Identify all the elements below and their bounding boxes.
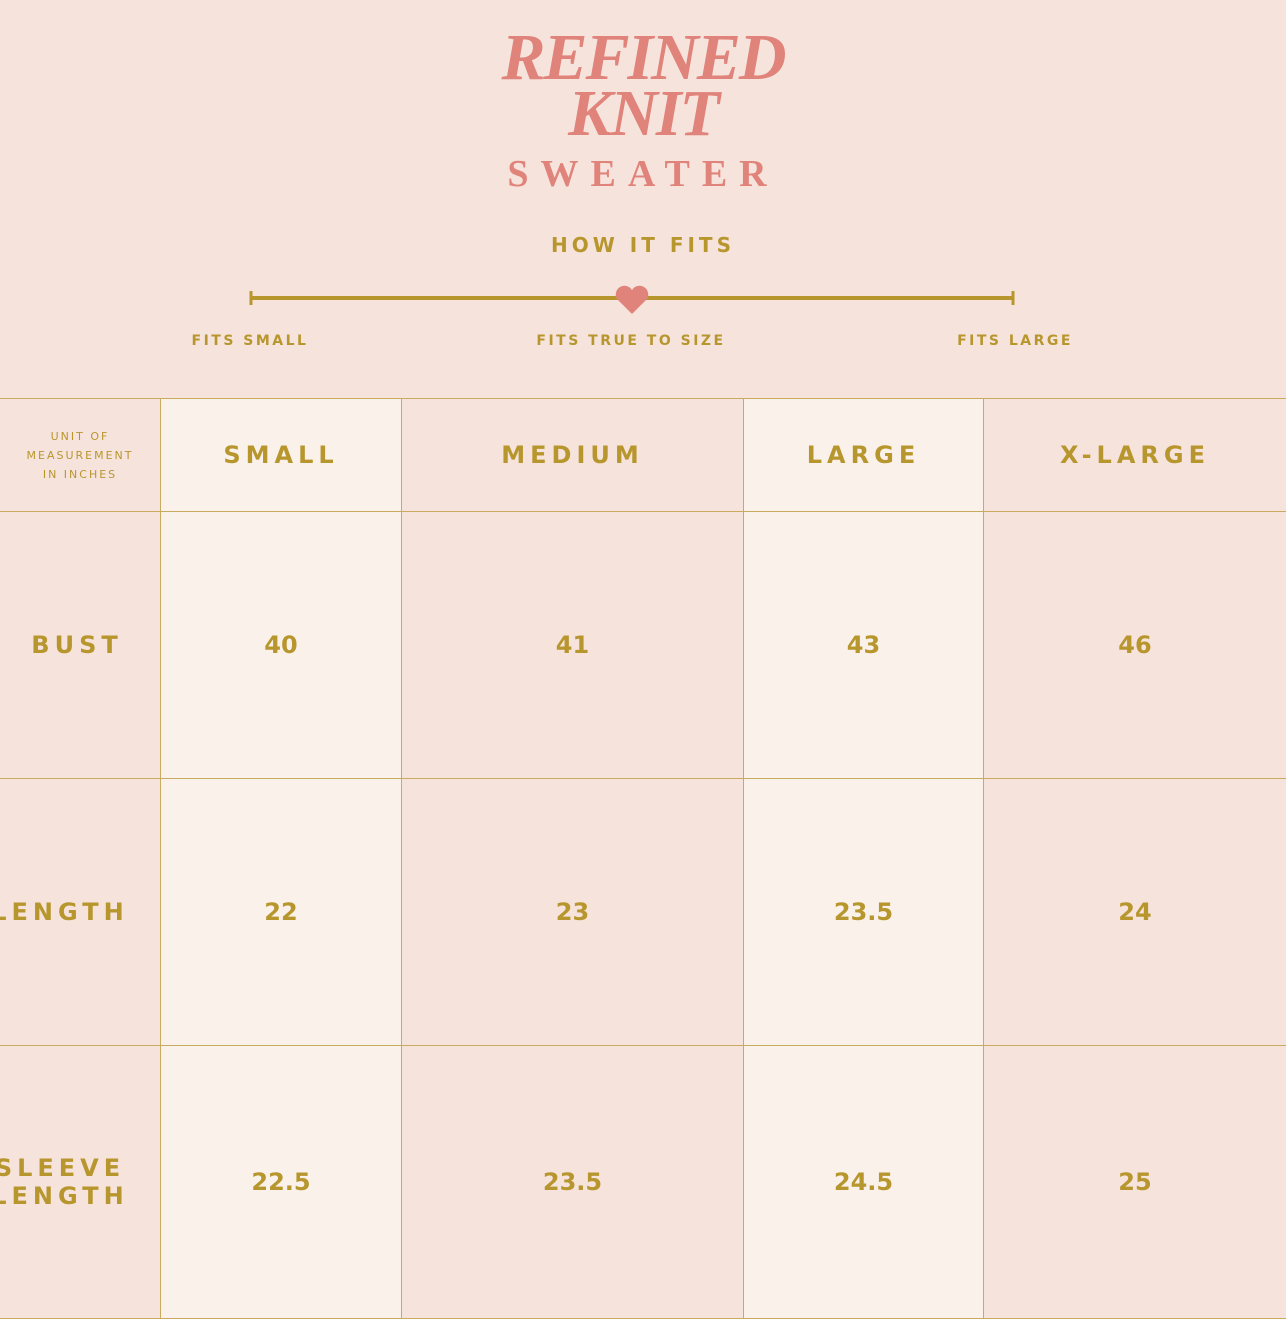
row-label: BUST	[31, 631, 123, 659]
value-cell: 23.5	[402, 1046, 744, 1319]
column-header: MEDIUM	[402, 399, 744, 512]
fit-label: FITS TRUE TO SIZE	[536, 333, 726, 349]
size-table: UNIT OF MEASUREMENT IN INCHES SMALL MEDIUM LA…	[0, 398, 1286, 1319]
column-header: X-LARGE	[984, 399, 1286, 512]
value-cell: 40	[161, 512, 402, 779]
row-label: SLEEVE	[0, 1154, 126, 1182]
value-cell: 23.5	[744, 779, 984, 1046]
row-label: LENGTH	[0, 1182, 129, 1210]
subtitle: SWEATER	[507, 153, 779, 195]
fit-label: FITS LARGE	[957, 333, 1073, 349]
value-cell: 23	[402, 779, 744, 1046]
unit-cell: UNIT OF MEASUREMENT IN INCHES	[0, 399, 161, 512]
value-cell: 25	[984, 1046, 1286, 1319]
fit-label: FITS SMALL	[191, 333, 309, 349]
value-cell: 22	[161, 779, 402, 1046]
column-header: SMALL	[161, 399, 402, 512]
value-cell: 24	[984, 779, 1286, 1046]
value-cell: 24.5	[744, 1046, 984, 1319]
row-label-cell: BUST	[0, 512, 161, 779]
column-header: LARGE	[744, 399, 984, 512]
value-cell: 46	[984, 512, 1286, 779]
row-label: LENGTH	[0, 898, 129, 926]
value-cell: 43	[744, 512, 984, 779]
title-line: KNIT	[568, 77, 720, 150]
row-label-cell: SLEEVE LENGTH	[0, 1046, 161, 1319]
fit-scale	[249, 285, 1015, 314]
row-label-cell: LENGTH	[0, 779, 161, 1046]
value-cell: 22.5	[161, 1046, 402, 1319]
unit-label: IN INCHES	[42, 467, 118, 481]
unit-label: MEASUREMENT	[26, 448, 134, 462]
value-cell: 41	[402, 512, 744, 779]
title-line: REFINED	[501, 21, 786, 94]
unit-label: UNIT OF	[50, 429, 110, 443]
fit-heading: HOW IT FITS	[551, 233, 735, 257]
